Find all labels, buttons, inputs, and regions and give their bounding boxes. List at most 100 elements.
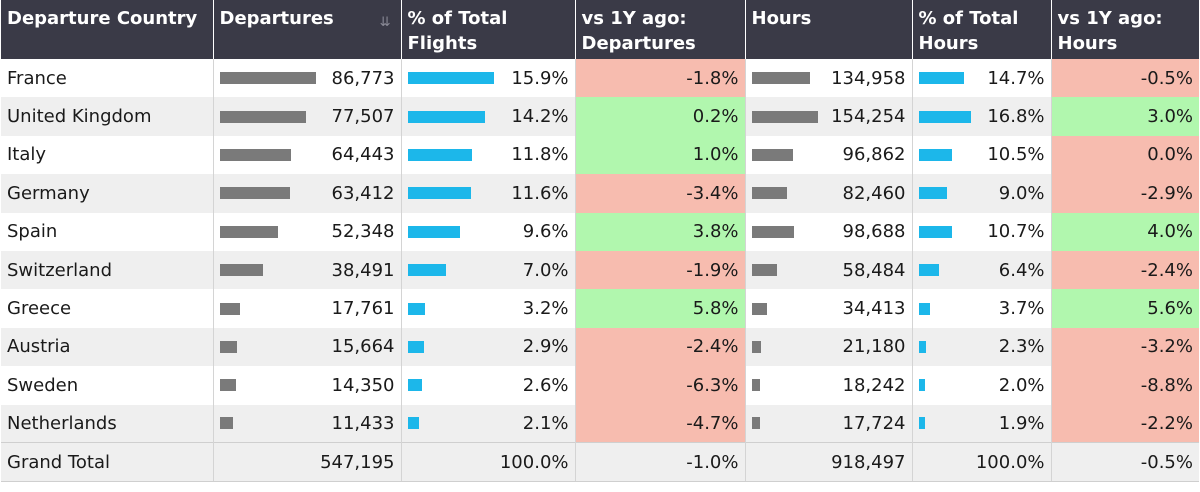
table-row[interactable]: Italy 64,443 11.8% 1.0% 96,862 10.5% 0.0%	[1, 135, 1199, 175]
pct-hours-cell-bar	[918, 187, 947, 200]
vs-hours-cell: -2.9%	[1051, 174, 1199, 213]
pct-flights-cell: 2.1%	[401, 404, 576, 443]
pct-hours-cell-value: 2.0%	[998, 374, 1045, 396]
pct-hours-cell: 1.9%	[912, 404, 1052, 443]
vs-hours-cell: 0.0%	[1051, 135, 1199, 175]
departures-cell-bar	[219, 187, 290, 200]
vs-departures-cell: -3.4%	[575, 174, 746, 213]
departures-cell: 86,773	[213, 59, 402, 98]
hours-cell-value: 96,862	[842, 144, 906, 166]
pct-flights-cell-bar	[407, 264, 446, 277]
pct-flights-cell-bar	[407, 417, 419, 430]
hours-cell-bar	[751, 264, 777, 277]
departures-cell-value: 15,664	[331, 336, 395, 358]
pct-hours-cell: 10.7%	[912, 212, 1052, 251]
country-cell: Sweden	[1, 366, 214, 405]
pct-hours-cell-bar	[918, 264, 939, 277]
pct-hours-cell: 16.8%	[912, 97, 1052, 136]
vs-hours-cell: 5.6%	[1051, 289, 1199, 328]
header-vs-1y-hours[interactable]: vs 1Y ago: Hours	[1051, 0, 1199, 59]
country-cell: Netherlands	[1, 404, 214, 443]
table-row[interactable]: Greece 17,761 3.2% 5.8% 34,413 3.7% 5.6%	[1, 289, 1199, 328]
header-pct-total-flights[interactable]: % of Total Flights	[401, 0, 576, 59]
table-row[interactable]: Germany 63,412 11.6% -3.4% 82,460 9.0% -2.9%	[1, 174, 1199, 213]
vs-hours-cell: 3.0%	[1051, 97, 1199, 136]
header-departures[interactable]: Departures ⇊	[213, 0, 402, 59]
vs-hours-cell: -2.2%	[1051, 404, 1199, 443]
pct-hours-cell-bar	[918, 72, 964, 85]
pct-flights-cell: 11.6%	[401, 174, 576, 213]
pct-hours-cell: 2.3%	[912, 327, 1052, 367]
departures-cell-value: 14,350	[331, 374, 395, 396]
departures-cell: 77,507	[213, 97, 402, 136]
hours-cell-value: 58,484	[842, 259, 906, 281]
header-vs-1y-departures[interactable]: vs 1Y ago: Departures	[575, 0, 746, 59]
table-row[interactable]: Switzerland 38,491 7.0% -1.9% 58,484 6.4% -2.4…	[1, 250, 1199, 290]
departures-cell-bar	[219, 340, 237, 353]
departures-cell-bar	[219, 72, 316, 85]
vs-hours-cell: -0.5%	[1051, 59, 1199, 98]
pct-flights-cell: 2.9%	[401, 327, 576, 367]
table-row[interactable]: United Kingdom 77,507 14.2% 0.2% 154,254 16.8…	[1, 97, 1199, 136]
departures-cell: 15,664	[213, 327, 402, 367]
total-pct-flights: 100.0%	[401, 442, 576, 482]
table-row[interactable]: Sweden 14,350 2.6% -6.3% 18,242 2.0% -8.8%	[1, 366, 1199, 405]
country-cell: Germany	[1, 174, 214, 213]
hours-cell-bar	[751, 379, 760, 392]
departures-cell-value: 63,412	[331, 182, 395, 204]
pct-flights-cell: 15.9%	[401, 59, 576, 98]
pct-hours-cell-bar	[918, 225, 952, 238]
header-hours[interactable]: Hours	[745, 0, 913, 59]
vs-hours-cell: -2.4%	[1051, 250, 1199, 290]
departures-cell-value: 64,443	[331, 144, 395, 166]
pct-flights-cell-value: 14.2%	[511, 106, 569, 128]
table-row[interactable]: Spain 52,348 9.6% 3.8% 98,688 10.7% 4.0%	[1, 212, 1199, 251]
hours-cell-bar	[751, 417, 760, 430]
hours-cell-value: 98,688	[842, 221, 906, 243]
pct-flights-cell-value: 2.1%	[522, 412, 569, 434]
pct-flights-cell-value: 11.6%	[511, 182, 569, 204]
country-cell: Spain	[1, 212, 214, 251]
pct-flights-cell-value: 2.6%	[522, 374, 569, 396]
header-departures-label: Departures	[219, 8, 334, 29]
country-cell: Austria	[1, 327, 214, 367]
departures-cell-value: 38,491	[331, 259, 395, 281]
hours-cell-bar	[751, 187, 787, 200]
table-row[interactable]: Netherlands 11,433 2.1% -4.7% 17,724 1.9% -2.2…	[1, 404, 1199, 443]
header-pct-total-hours[interactable]: % of Total Hours	[912, 0, 1052, 59]
departures-cell: 63,412	[213, 174, 402, 213]
departures-cell: 14,350	[213, 366, 402, 405]
pct-flights-cell-bar	[407, 225, 460, 238]
pct-flights-cell: 14.2%	[401, 97, 576, 136]
pct-hours-cell-value: 14.7%	[987, 67, 1045, 89]
departures-cell: 17,761	[213, 289, 402, 328]
pct-flights-cell: 7.0%	[401, 250, 576, 290]
pct-flights-cell-bar	[407, 302, 425, 315]
departures-cell-value: 77,507	[331, 106, 395, 128]
vs-departures-cell: -1.9%	[575, 250, 746, 290]
pct-hours-cell-value: 2.3%	[998, 336, 1045, 358]
total-vs-hours: -0.5%	[1051, 442, 1199, 482]
departures-table: Departure Country Departures ⇊ % of Total…	[1, 0, 1199, 482]
sort-descending-icon[interactable]: ⇊	[379, 15, 391, 30]
vs-hours-cell: -3.2%	[1051, 327, 1199, 367]
pct-hours-cell-value: 10.5%	[987, 144, 1045, 166]
departures-cell-bar	[219, 302, 240, 315]
pct-flights-cell: 3.2%	[401, 289, 576, 328]
hours-cell-bar	[751, 340, 761, 353]
vs-departures-cell: 5.8%	[575, 289, 746, 328]
table-row[interactable]: Austria 15,664 2.9% -2.4% 21,180 2.3% -3.2%	[1, 327, 1199, 367]
departures-cell: 38,491	[213, 250, 402, 290]
hours-cell-value: 82,460	[842, 182, 906, 204]
hours-cell-value: 21,180	[842, 336, 906, 358]
table-row[interactable]: France 86,773 15.9% -1.8% 134,958 14.7% -0.5%	[1, 59, 1199, 98]
hours-cell: 58,484	[745, 250, 913, 290]
departures-cell-bar	[219, 379, 236, 392]
vs-departures-cell: 1.0%	[575, 135, 746, 175]
header-departure-country[interactable]: Departure Country	[1, 0, 214, 59]
vs-departures-cell: -2.4%	[575, 327, 746, 367]
pct-flights-cell-value: 9.6%	[522, 221, 569, 243]
pct-flights-cell-bar	[407, 340, 424, 353]
hours-cell: 98,688	[745, 212, 913, 251]
departures-cell-bar	[219, 225, 278, 238]
